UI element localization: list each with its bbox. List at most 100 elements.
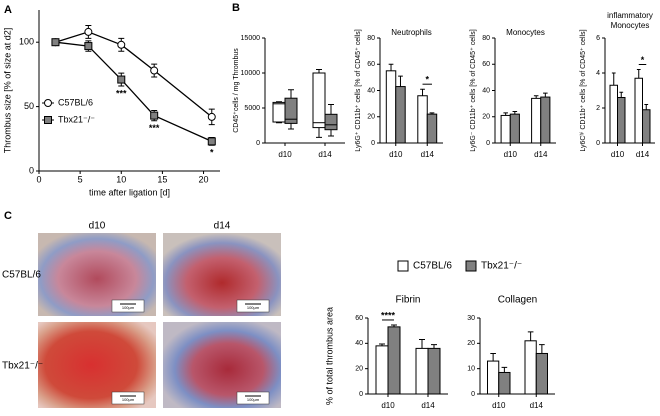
y-tick-label: 20 <box>482 114 490 121</box>
panel-label: A <box>4 4 12 16</box>
data-point <box>117 40 126 49</box>
bar <box>415 347 429 395</box>
box-whisker-cap <box>288 89 294 130</box>
y-tick-label: 80 <box>367 35 375 42</box>
bar <box>634 77 643 144</box>
error-bar <box>398 75 403 87</box>
column-label: d10 <box>89 221 106 232</box>
x-tick-label: 5 <box>78 174 83 184</box>
error-bar <box>501 366 508 373</box>
y-tick-label: 40 <box>482 87 490 94</box>
data-point <box>150 66 159 75</box>
x-tick-label: 20 <box>199 174 209 184</box>
data-point <box>150 111 159 120</box>
data-point <box>207 137 216 146</box>
scale-bar-box <box>236 299 270 313</box>
y-tick-label: 6 <box>596 35 600 42</box>
bar <box>500 114 511 144</box>
y-axis-label: Ly6G⁻ CD11b⁺ cells [% of CD45⁺ cells] <box>470 29 477 151</box>
y-tick-label: 40 <box>355 340 363 347</box>
data-point <box>84 27 93 36</box>
significance: * <box>425 75 429 85</box>
series-line <box>55 41 213 142</box>
y-tick-label: 100 <box>19 37 34 47</box>
x-tick-label: d14 <box>318 150 332 159</box>
legend-label: Tbx21⁻/⁻ <box>481 261 522 272</box>
y-tick-label: 60 <box>355 315 363 322</box>
x-tick-label: d14 <box>530 401 544 410</box>
significance: **** <box>381 310 396 320</box>
x-tick-label: d10 <box>504 150 518 159</box>
y-tick-label: 80 <box>482 35 490 42</box>
data-point <box>117 75 126 84</box>
y-tick-label: 0 <box>596 140 600 147</box>
chart-title: Monocytes <box>506 28 545 37</box>
error-bar <box>419 339 425 349</box>
box <box>284 97 298 124</box>
y-tick-label: 0 <box>256 140 260 147</box>
error-bar <box>644 104 649 110</box>
y-tick-label: 2 <box>596 105 600 112</box>
box <box>272 101 286 123</box>
x-tick-label: d10 <box>381 401 395 410</box>
bar <box>498 371 511 395</box>
y-tick-label: 30 <box>467 315 475 322</box>
bar <box>426 113 438 144</box>
box-whisker-cap <box>328 104 334 137</box>
y-tick-label: 0 <box>471 391 475 398</box>
x-tick-label: d10 <box>389 150 403 159</box>
error-bar <box>388 63 394 71</box>
x-tick-label: d10 <box>611 150 625 159</box>
error-bar <box>619 91 624 98</box>
y-axis-label: Ly6Cʰⁱ CD11b⁺ cells [% of CD45⁺ cells] <box>579 29 587 151</box>
y-tick-label: 0 <box>29 165 34 175</box>
box-whisker-cap <box>316 69 322 138</box>
data-point <box>207 112 216 121</box>
data-point <box>51 38 60 47</box>
y-tick-label: 40 <box>367 87 375 94</box>
bar <box>387 326 401 395</box>
box <box>324 113 338 131</box>
bar <box>417 95 428 144</box>
x-tick-label: 10 <box>116 174 126 184</box>
panel-label: B <box>232 2 240 14</box>
x-tick-label: d14 <box>421 401 435 410</box>
chart-title: Fibrin <box>395 295 420 306</box>
x-axis-label: time after ligation [d] <box>89 187 170 197</box>
y-axis-label: % of total thrombus area <box>324 307 334 405</box>
row-label: Tbx21⁻/⁻ <box>2 361 43 372</box>
error-bar <box>420 88 425 96</box>
bar <box>509 113 520 144</box>
row-label: C57BL/6 <box>2 270 41 281</box>
bar <box>524 340 537 395</box>
scale-bar-box <box>236 391 270 405</box>
legend-swatch <box>397 260 409 272</box>
significance: *** <box>116 88 127 98</box>
y-tick-label: 50 <box>24 101 34 111</box>
legend-label: Tbx21⁻/⁻ <box>58 114 95 124</box>
x-tick-label: d14 <box>534 150 548 159</box>
error-bar <box>490 352 496 362</box>
scale-bar-label: 100µm <box>122 305 135 310</box>
bar <box>385 70 397 144</box>
y-tick-label: 10 <box>467 366 475 373</box>
bar <box>375 345 389 395</box>
chart-title: inflammatory <box>607 11 653 20</box>
error-bar <box>636 69 641 79</box>
bar <box>427 347 441 395</box>
scale-bar-box <box>111 391 145 405</box>
legend-marker <box>44 116 52 124</box>
y-tick-label: 4 <box>596 70 600 77</box>
y-tick-label: 60 <box>367 61 375 68</box>
scale-bar-box <box>111 299 145 313</box>
significance: * <box>641 55 645 65</box>
bar <box>531 97 542 144</box>
y-tick-label: 20 <box>367 114 375 121</box>
x-tick-label: d14 <box>636 150 650 159</box>
error-bar <box>527 331 534 341</box>
bar <box>540 96 551 144</box>
x-tick-label: d14 <box>421 150 435 159</box>
y-tick-label: 15000 <box>241 35 261 42</box>
panel-label: C <box>4 210 12 222</box>
bar <box>617 97 626 144</box>
